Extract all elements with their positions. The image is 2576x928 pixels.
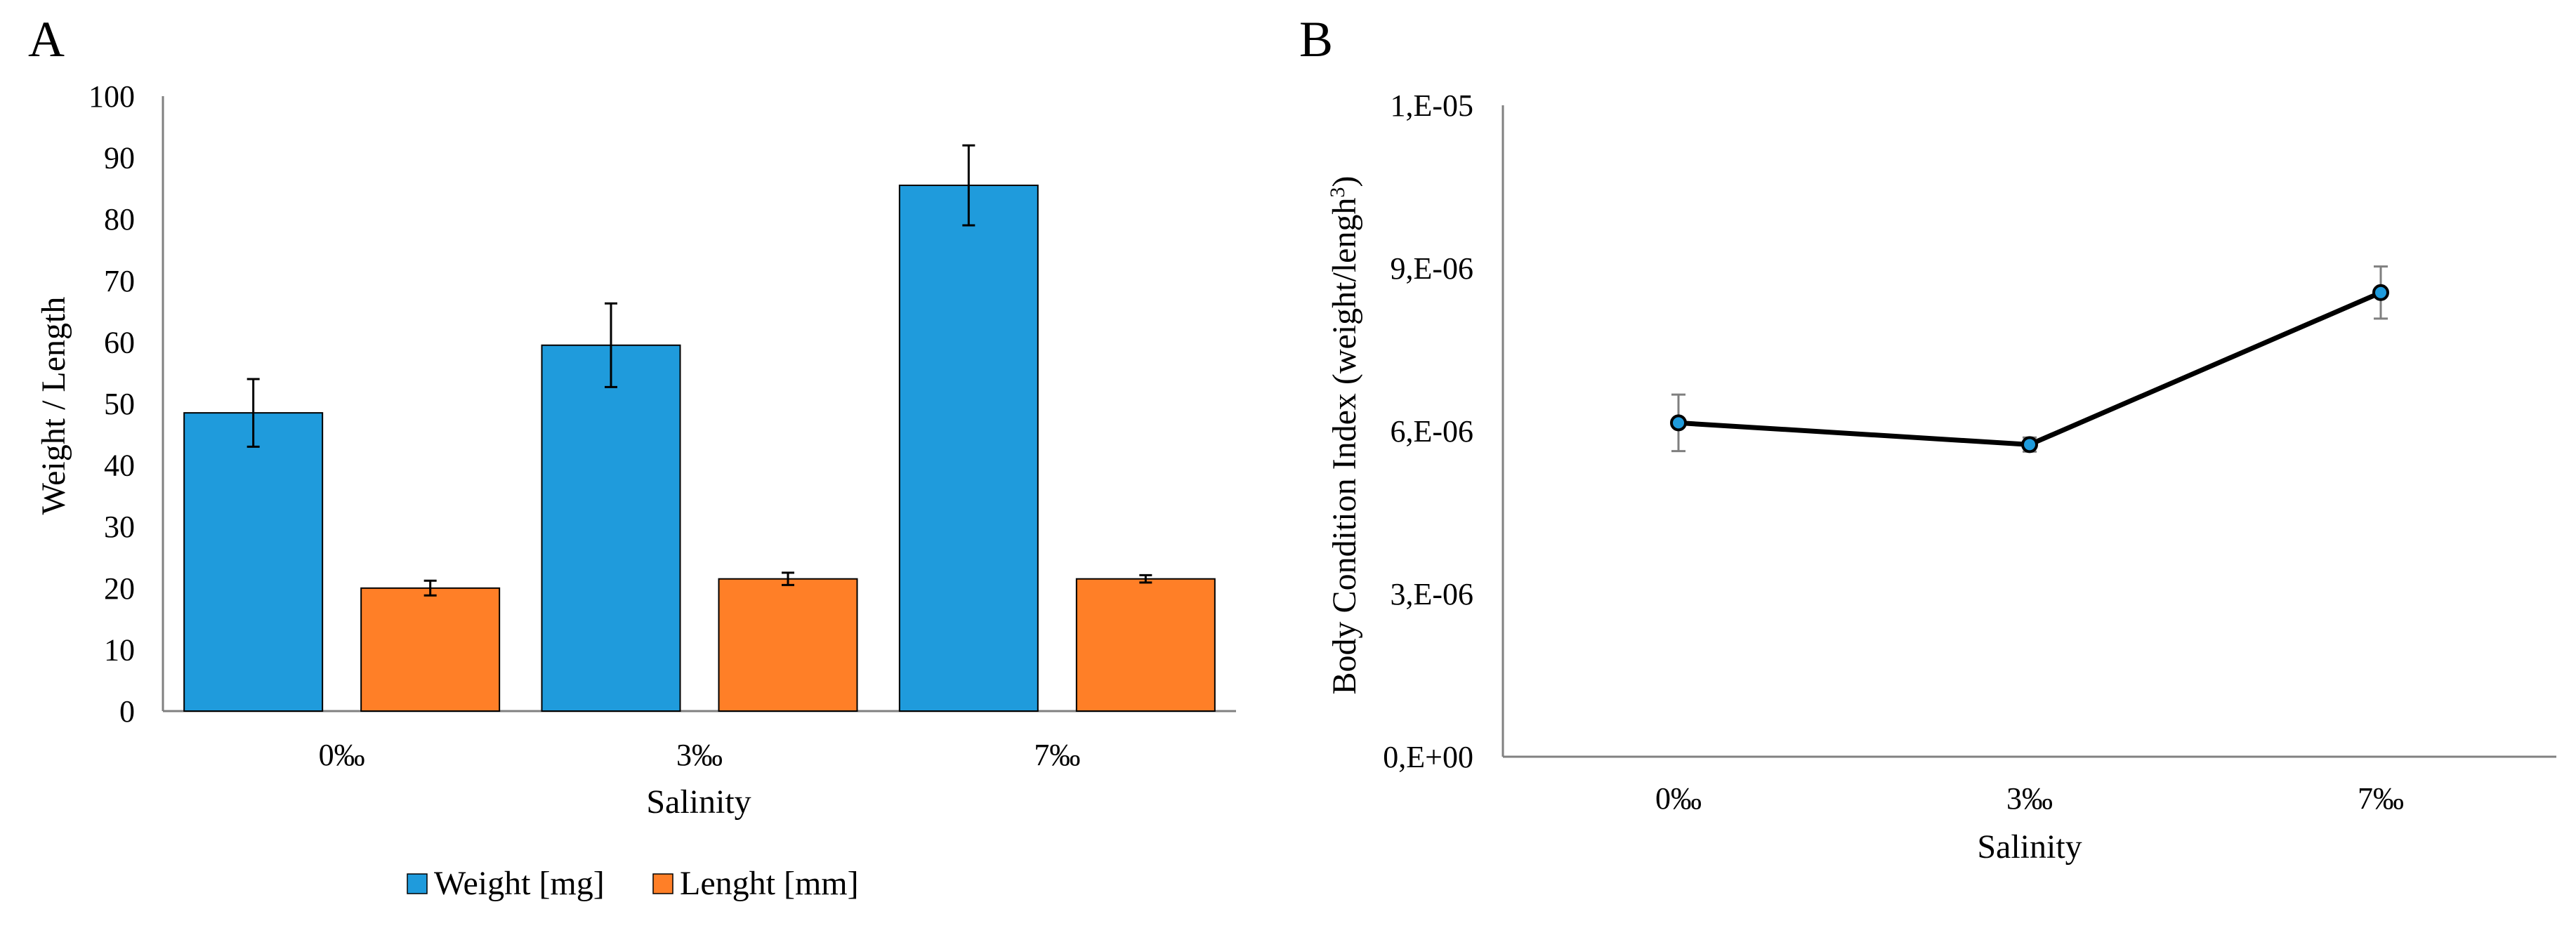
panel-a-bar [898,185,1039,712]
panel-a-x-tick-label: 3‰ [676,738,723,772]
panel-a-y-tick-label: 90 [104,141,135,175]
panel-a-y-tick-label: 40 [104,449,135,483]
panel-b-y-tick-label: 6,E-06 [1390,414,1473,449]
panel-b-data-point [2021,436,2038,453]
panel-b-x-tick-label: 0‰ [1655,781,1702,816]
panel-a-bar [541,344,681,712]
panel-a-x-ticks: 0‰ 3‰ 7‰ [319,738,1081,772]
panel-a-x-tick-label: 7‰ [1034,738,1080,772]
panel-b-y-axis-title-main: Body Condition Index (weight/lengh [1326,198,1363,695]
panel-a-y-tick-label: 10 [104,632,135,667]
panel-a-bar [1075,578,1216,712]
panel-a-legend-swatch [652,873,673,894]
panel-a: A Weight / Length Salinity 0 10 20 30 40 50 60… [28,11,1236,902]
panel-a-legend-swatch [407,873,428,894]
panel-a-legend-label: Weight [mg] [434,865,605,902]
panel-b-x-axis-title: Salinity [1977,828,2082,866]
panel-a-bar [360,587,501,712]
panel-b-x-tick-label: 7‰ [2358,781,2404,816]
panel-a-bars [183,144,1216,712]
panel-a-letter: A [28,11,65,67]
panel-a-y-tick-label: 30 [104,510,135,544]
panel-b: B Body Condition Index (weight/lengh3) S… [1299,11,2556,866]
panel-a-y-tick-label: 0 [119,694,135,729]
panel-a-x-axis-title: Salinity [646,783,751,821]
panel-b-series [1670,265,2389,453]
panel-b-y-tick-label: 9,E-06 [1390,251,1473,286]
panel-a-bar [183,412,324,712]
panel-a-y-tick-label: 70 [104,264,135,298]
panel-b-y-tick-label: 0,E+00 [1383,740,1473,774]
panel-a-axes [162,96,1236,712]
panel-a-bar [718,578,858,712]
panel-b-y-tick-label: 1,E-05 [1390,88,1473,123]
panel-a-y-tick-label: 50 [104,387,135,421]
panel-b-y-axis-title-superscript: 3 [1326,187,1349,198]
panel-b-y-axis-title-suffix: ) [1326,176,1363,187]
panel-a-y-tick-label: 60 [104,325,135,359]
panel-b-axes [1501,105,2556,758]
panel-b-data-point [2372,284,2389,301]
panel-a-y-axis-title: Weight / Length [35,297,72,515]
panel-a-y-ticks: 0 10 20 30 40 50 60 70 80 90 100 [88,79,135,729]
panel-b-x-ticks: 0‰ 3‰ 7‰ [1655,781,2404,816]
panel-a-legend: Weight [mg] Lenght [mm] [407,865,859,902]
panel-b-y-tick-label: 3,E-06 [1390,577,1473,611]
panel-b-series-line [1678,290,2382,447]
panel-b-x-tick-label: 3‰ [2006,781,2053,816]
panel-a-y-tick-label: 80 [104,202,135,237]
panel-b-y-ticks: 0,E+00 3,E-06 6,E-06 9,E-06 1,E-05 [1383,88,1473,774]
panel-b-letter: B [1299,11,1333,67]
panel-a-y-tick-label: 100 [88,79,135,114]
panel-b-data-point [1670,414,1687,432]
panel-a-legend-label: Lenght [mm] [680,865,859,902]
panel-a-y-tick-label: 20 [104,571,135,606]
panel-a-x-tick-label: 0‰ [319,738,365,772]
panel-b-y-axis-title: Body Condition Index (weight/lengh3) [1326,176,1363,695]
